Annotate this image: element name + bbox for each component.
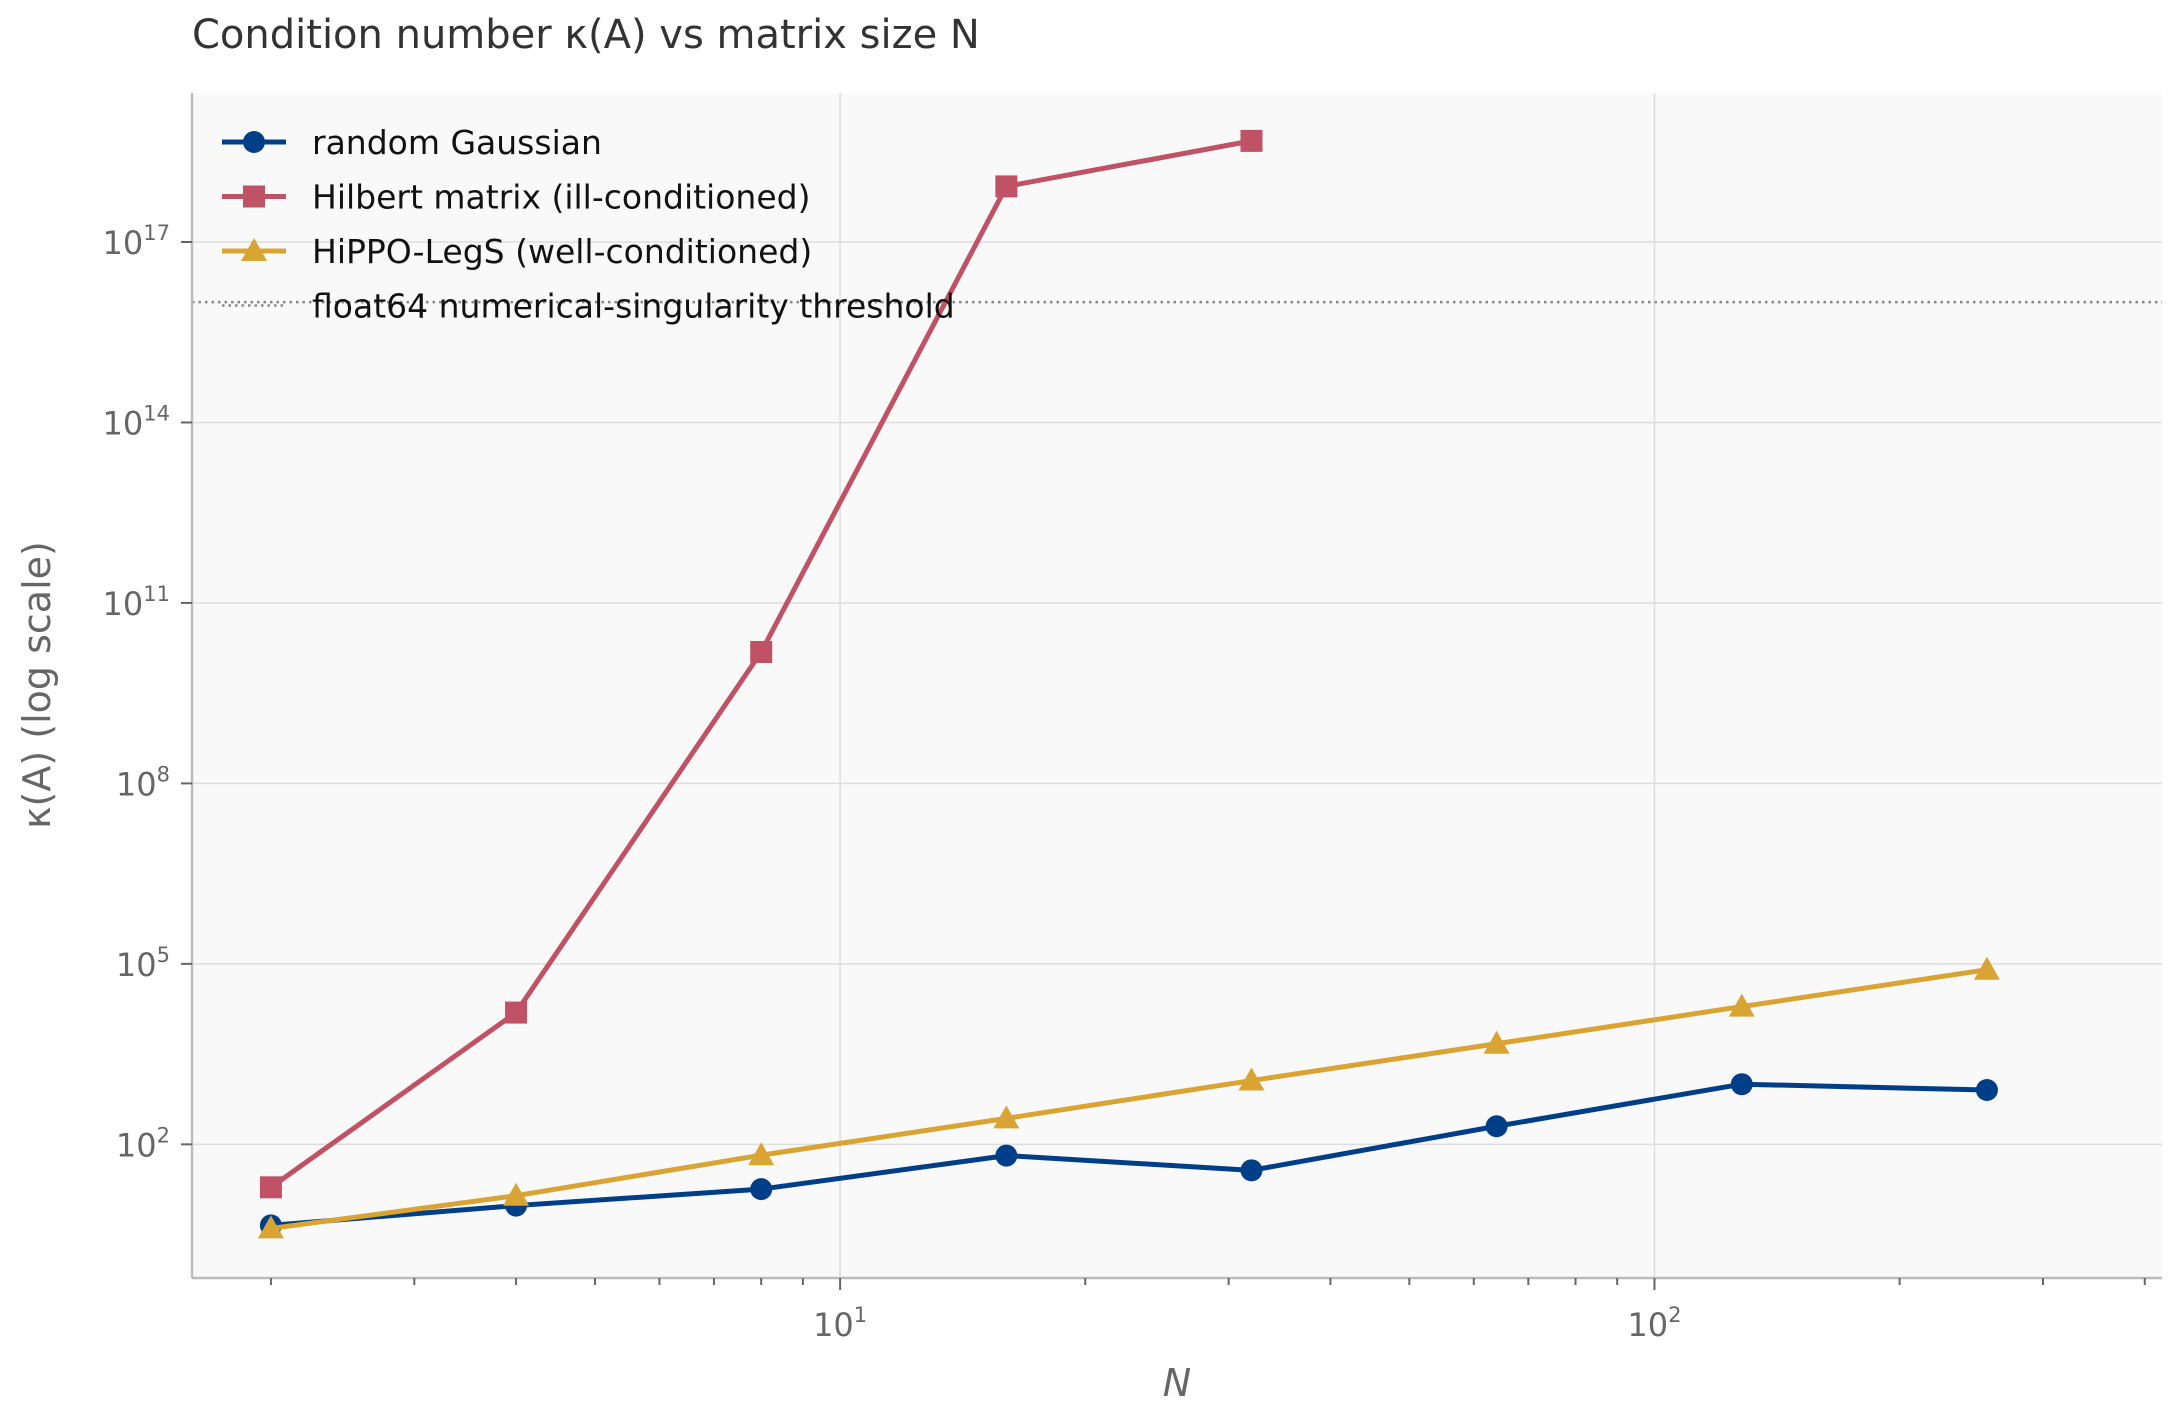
data-point: [259, 1176, 282, 1199]
legend-label: Hilbert matrix (ill-conditioned): [312, 178, 810, 217]
series-line: [270, 967, 1988, 1231]
y-axis-label: κ(A) (log scale): [15, 541, 59, 829]
data-point: [1485, 1115, 1508, 1138]
y-tick-label: 102: [116, 1123, 170, 1164]
legend-item: HiPPO-LegS (well-conditioned): [222, 232, 812, 271]
data-point: [1240, 1159, 1263, 1182]
y-tick-label: 1011: [103, 582, 170, 623]
data-point: [503, 1182, 530, 1206]
data-point: [257, 1215, 284, 1239]
legend-marker: [243, 185, 265, 208]
y-tick-label: 105: [116, 943, 170, 984]
data-point: [1240, 129, 1263, 152]
chart-title: Condition number κ(A) vs matrix size N: [192, 12, 980, 58]
data-point: [1730, 1073, 1753, 1096]
plot-area: [192, 93, 2162, 1278]
data-point: [750, 1178, 773, 1201]
data-point: [748, 1142, 775, 1166]
axes: [181, 93, 2162, 1290]
data-point: [995, 1144, 1018, 1167]
y-tick-label: 108: [116, 762, 170, 803]
legend-label: float64 numerical-singularity threshold: [312, 287, 955, 326]
y-tick-label: 1017: [103, 221, 170, 262]
y-tick-label: 1014: [103, 401, 170, 442]
series-2: [257, 956, 2000, 1239]
series-1: [259, 129, 1263, 1199]
grid: [192, 93, 2162, 1278]
data-point: [505, 1001, 528, 1024]
data-point: [995, 175, 1018, 198]
legend: random Gaussian Hilbert matrix (ill-condi…: [222, 123, 955, 326]
data-point: [750, 640, 773, 663]
tick-labels: 101 102 102 105 108 1011 1014 1017: [103, 221, 1682, 1344]
data-point: [1975, 1079, 1998, 1102]
x-tick-label: 101: [813, 1303, 867, 1344]
x-tick-label: 102: [1627, 1303, 1681, 1344]
series-layer: [257, 129, 2000, 1239]
legend-item: Hilbert matrix (ill-conditioned): [222, 178, 810, 217]
legend-label: HiPPO-LegS (well-conditioned): [312, 232, 812, 271]
legend-marker: [243, 131, 265, 153]
legend-item: float64 numerical-singularity threshold: [222, 287, 955, 326]
legend-marker: [241, 238, 267, 261]
data-point: [993, 1105, 1020, 1129]
data-point: [1483, 1030, 1510, 1054]
data-point: [1973, 956, 2000, 980]
legend-item: random Gaussian: [222, 123, 602, 162]
data-point: [1238, 1067, 1265, 1091]
series-line: [270, 1081, 1987, 1228]
data-point: [1728, 993, 1755, 1017]
legend-label: random Gaussian: [312, 123, 602, 162]
x-axis-label: N: [1163, 1361, 1191, 1405]
